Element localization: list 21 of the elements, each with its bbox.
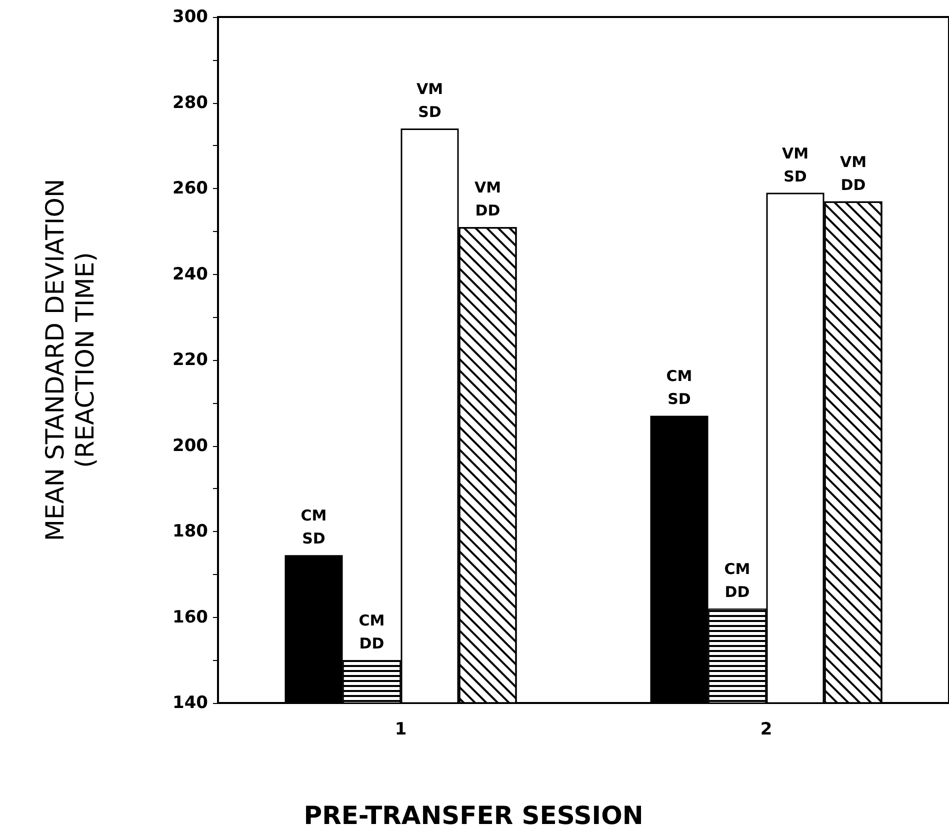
text: VM SD (782, 144, 809, 186)
y-axis-title: MEAN STANDARD DEVIATION (REACTION TIME) (40, 178, 100, 542)
x-axis-title: PRE-TRANSFER SESSION (304, 801, 644, 830)
series-label: CM SD (300, 506, 327, 548)
y-tick-label: 260 (172, 178, 208, 198)
series-label: CM DD (358, 612, 385, 653)
text: VM DD (840, 152, 867, 194)
y-tick-label: 280 (172, 92, 208, 113)
series-label: VM DD (474, 178, 502, 220)
x-tick-label: 2 (760, 720, 772, 740)
text: CM SD (666, 367, 692, 408)
x-tick-label: 1 (394, 720, 407, 740)
y-tick-label: 240 (172, 264, 208, 284)
series-label: VM SD (416, 80, 444, 121)
y-tick-label: 180 (172, 522, 208, 542)
y-tick-label: 160 (172, 607, 208, 628)
y-tick-label: 200 (172, 436, 208, 456)
y-tick-label: 300 (172, 7, 208, 27)
y-tick-label: 220 (172, 350, 208, 370)
text: CM DD (724, 560, 750, 602)
y-tick-label: 140 (172, 693, 208, 713)
